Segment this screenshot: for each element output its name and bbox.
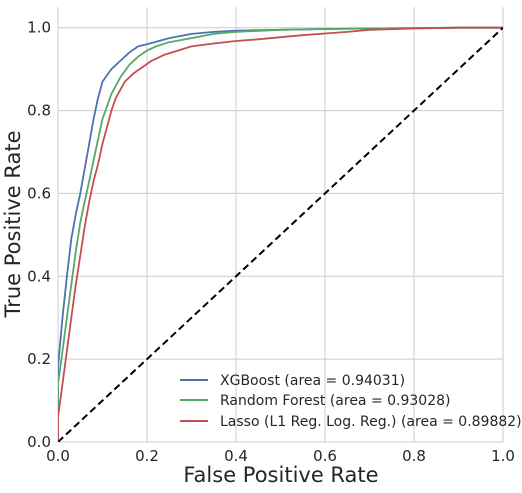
legend: XGBoost (area = 0.94031) Random Forest (… <box>180 373 522 430</box>
x-tick-label: 0.8 <box>402 447 426 465</box>
chance-diagonal-line <box>58 26 503 442</box>
legend-label-random-forest: Random Forest (area = 0.93028) <box>220 393 451 409</box>
y-tick-label: 0.2 <box>27 350 51 368</box>
y-tick-label: 1.0 <box>27 19 51 37</box>
x-tick-label: 0.6 <box>313 447 337 465</box>
x-tick-label: 0.0 <box>46 447 70 465</box>
y-tick-label: 0.6 <box>27 184 51 202</box>
x-tick-label: 1.0 <box>491 447 515 465</box>
plot-area <box>58 7 503 442</box>
x-tick-label: 0.4 <box>224 447 248 465</box>
legend-label-xgboost: XGBoost (area = 0.94031) <box>220 373 405 389</box>
y-tick-label: 0.0 <box>27 433 51 451</box>
y-axis-title: True Positive Rate <box>1 130 25 318</box>
grid-lines <box>57 7 504 443</box>
x-tick-labels: 0.0 0.2 0.4 0.6 0.8 1.0 <box>46 447 515 465</box>
y-tick-label: 0.4 <box>27 267 51 285</box>
legend-label-lasso: Lasso (L1 Reg. Log. Reg.) (area = 0.8988… <box>220 414 522 430</box>
y-tick-label: 0.8 <box>27 102 51 120</box>
series-line-lasso <box>58 26 503 442</box>
series-lines <box>58 26 503 442</box>
x-axis-title: False Positive Rate <box>183 463 378 487</box>
y-tick-labels: 0.0 0.2 0.4 0.6 0.8 1.0 <box>27 19 51 451</box>
x-tick-label: 0.2 <box>135 447 159 465</box>
series-line-random-forest <box>58 26 503 442</box>
